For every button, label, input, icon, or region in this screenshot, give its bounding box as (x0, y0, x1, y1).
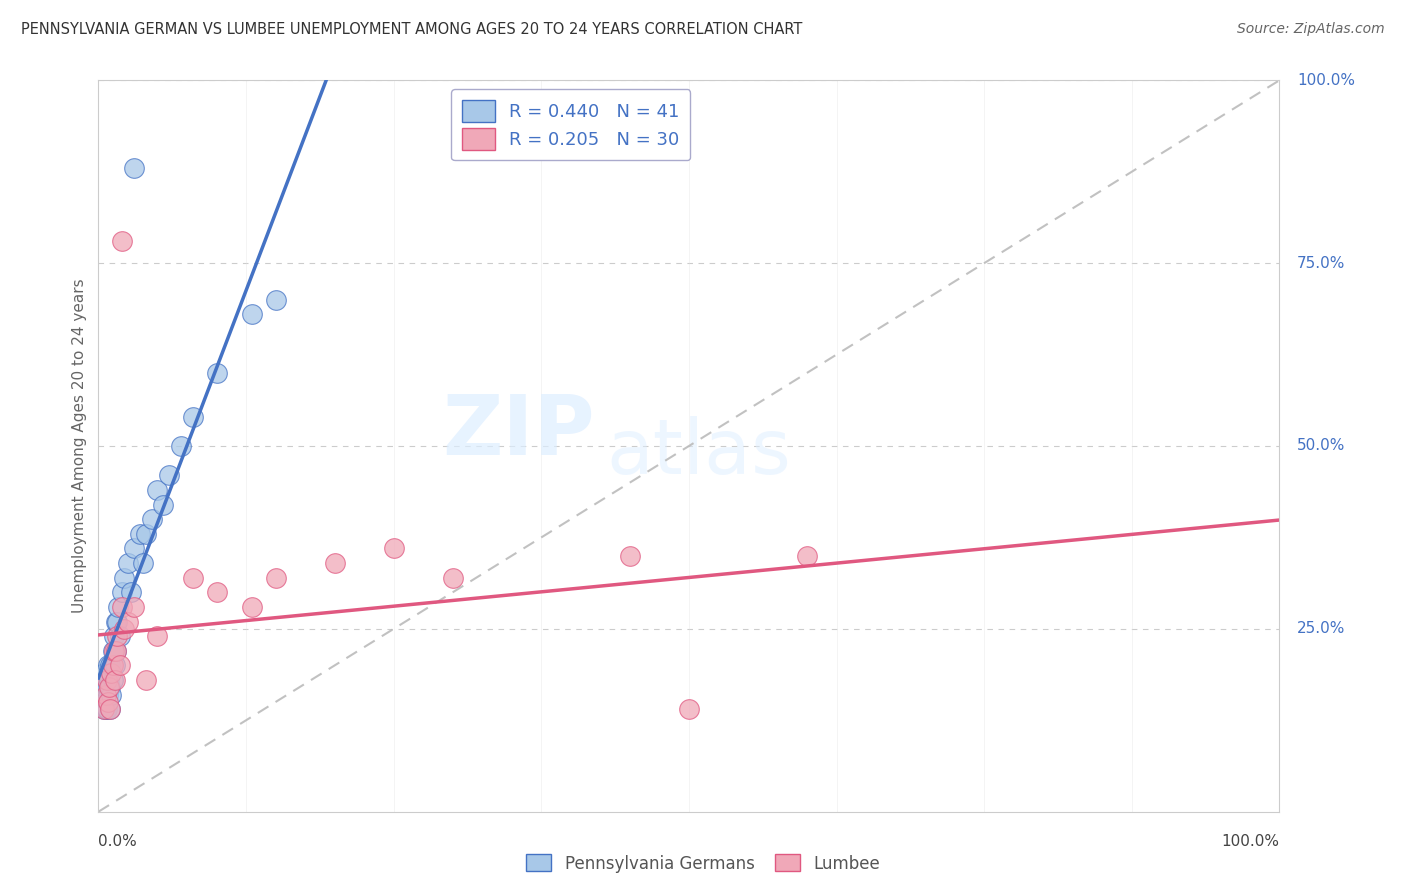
Point (94, 688, 117, 702)
Point (264, 571, 287, 585)
Point (98, 673, 121, 687)
Point (94, 673, 117, 687)
Text: 100.0%: 100.0% (1222, 834, 1279, 848)
Point (104, 658, 127, 673)
Point (93, 702, 115, 716)
Point (100, 688, 122, 702)
Point (117, 556, 139, 570)
Text: Source: ZipAtlas.com: Source: ZipAtlas.com (1237, 22, 1385, 37)
Point (107, 599, 129, 614)
Point (101, 658, 124, 673)
Point (97, 658, 120, 673)
Point (122, 599, 145, 614)
Point (323, 556, 346, 570)
Point (98, 681, 121, 695)
Text: 50.0%: 50.0% (1298, 439, 1346, 453)
Point (205, 585, 228, 599)
Text: 100.0%: 100.0% (1298, 73, 1355, 87)
Point (105, 644, 128, 658)
Point (796, 549, 818, 563)
Point (152, 498, 174, 512)
Point (240, 599, 263, 614)
Point (105, 629, 128, 643)
Point (98, 702, 121, 716)
Point (111, 585, 134, 599)
Point (157, 468, 180, 483)
Point (441, 571, 464, 585)
Point (105, 615, 128, 629)
Point (111, 234, 134, 248)
Text: PENNSYLVANIA GERMAN VS LUMBEE UNEMPLOYMENT AMONG AGES 20 TO 24 YEARS CORRELATION: PENNSYLVANIA GERMAN VS LUMBEE UNEMPLOYME… (21, 22, 803, 37)
Point (108, 658, 131, 673)
Point (104, 673, 127, 687)
Point (98, 681, 121, 695)
Point (111, 599, 134, 614)
Point (101, 644, 124, 658)
Point (93, 665, 115, 680)
Point (94, 702, 117, 716)
Point (98, 702, 121, 716)
Text: ZIP: ZIP (441, 391, 595, 472)
Point (93, 702, 115, 716)
Point (181, 409, 204, 424)
Point (97, 688, 120, 702)
Text: 25.0%: 25.0% (1298, 622, 1346, 636)
Point (132, 556, 155, 570)
Point (382, 541, 405, 556)
Point (98, 658, 121, 673)
Point (146, 483, 169, 497)
Point (96, 681, 118, 695)
Point (96, 702, 118, 716)
Point (112, 571, 135, 585)
Point (103, 644, 125, 658)
Point (264, 293, 287, 307)
Point (146, 629, 169, 643)
Point (121, 585, 143, 599)
Point (105, 644, 128, 658)
Point (240, 307, 263, 321)
Point (100, 665, 122, 680)
Point (96, 673, 118, 687)
Point (135, 526, 157, 541)
Point (170, 439, 193, 453)
Point (93, 681, 115, 695)
Point (619, 549, 641, 563)
Point (101, 673, 124, 687)
Point (122, 541, 145, 556)
Legend: R = 0.440   N = 41, R = 0.205   N = 30: R = 0.440 N = 41, R = 0.205 N = 30 (451, 89, 690, 161)
Point (678, 702, 700, 716)
Y-axis label: Unemployment Among Ages 20 to 24 years: Unemployment Among Ages 20 to 24 years (72, 278, 87, 614)
Text: 75.0%: 75.0% (1298, 256, 1346, 270)
Point (112, 622, 135, 636)
Legend: Pennsylvania Germans, Lumbee: Pennsylvania Germans, Lumbee (520, 847, 886, 880)
Point (105, 615, 128, 629)
Point (103, 629, 125, 643)
Point (128, 526, 150, 541)
Point (141, 512, 163, 526)
Point (135, 673, 157, 687)
Point (122, 161, 145, 175)
Point (108, 629, 131, 643)
Point (97, 695, 120, 709)
Text: 0.0%: 0.0% (98, 834, 138, 848)
Point (117, 615, 139, 629)
Point (205, 366, 228, 380)
Point (181, 571, 204, 585)
Text: atlas: atlas (606, 417, 792, 491)
